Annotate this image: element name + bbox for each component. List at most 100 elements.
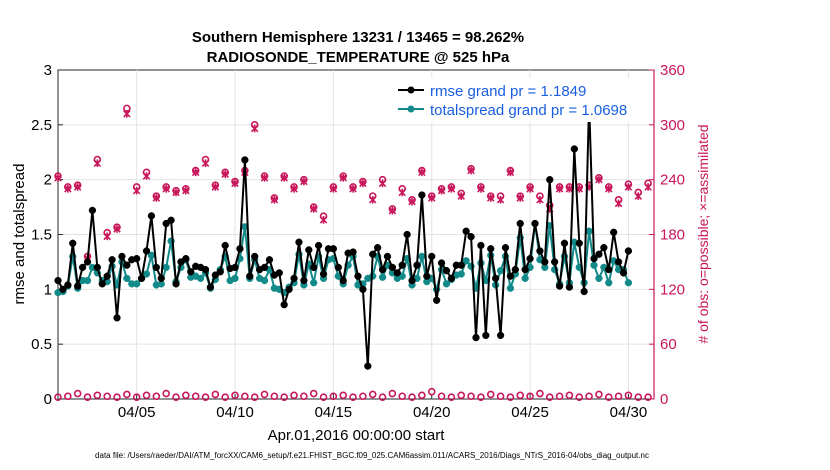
legend-rmse-marker <box>407 86 415 94</box>
totalspread-point <box>418 252 426 261</box>
obs-assimilated-marker <box>349 184 357 193</box>
rmse-point <box>305 246 313 254</box>
totalspread-point <box>83 276 92 285</box>
x-tick-label: 04/05 <box>118 404 156 421</box>
y-left-tick-label: 0 <box>44 391 52 408</box>
x-tick-label: 04/20 <box>413 404 451 421</box>
obs-assimilated-marker <box>103 232 111 241</box>
y-left-tick-label: 2 <box>44 172 52 189</box>
obs-assimilated-marker <box>260 173 269 182</box>
obs-possible-marker <box>54 393 62 401</box>
rmse-point <box>172 280 180 288</box>
obs-assimilated-marker <box>191 168 200 177</box>
totalspread-point <box>595 274 603 283</box>
obs-possible-marker <box>545 393 554 401</box>
obs-assimilated-marker <box>182 186 190 195</box>
totalspread-point <box>378 273 387 281</box>
rmse-point <box>492 274 500 283</box>
obs-possible-marker <box>536 389 544 398</box>
rmse-point <box>501 244 510 252</box>
rmse-point <box>354 272 362 280</box>
rmse-point <box>83 258 92 266</box>
obs-possible-marker <box>604 393 613 401</box>
rmse-point <box>290 274 298 283</box>
rmse-point <box>619 269 628 277</box>
x-tick-label: 04/15 <box>315 404 353 421</box>
obs-possible-marker <box>162 389 170 398</box>
rmse-point <box>462 227 470 235</box>
rmse-point <box>575 239 583 247</box>
obs-assimilated-marker <box>221 170 229 179</box>
rmse-point <box>74 282 82 290</box>
obs-possible-marker <box>241 392 249 401</box>
obs-possible-marker <box>83 393 92 401</box>
obs-possible-marker <box>378 393 387 401</box>
footnote: data file: /Users/raeder/DAI/ATM_forcXX/… <box>95 451 649 460</box>
obs-assimilated-marker <box>398 188 406 197</box>
obs-possible-marker <box>624 391 633 400</box>
rmse-point <box>359 285 367 293</box>
rmse-point <box>221 241 229 250</box>
obs-assimilated-marker <box>123 110 131 118</box>
obs-assimilated-marker <box>644 183 652 191</box>
rmse-point <box>236 245 244 253</box>
rmse-point <box>605 265 613 274</box>
rmse-point <box>516 219 524 228</box>
obs-possible-marker <box>388 389 397 398</box>
rmse-point <box>442 267 451 275</box>
x-axis-label: Apr.01,2016 00:00:00 start <box>268 427 446 444</box>
rmse-point <box>398 261 406 269</box>
totalspread-point <box>624 279 633 287</box>
obs-possible-marker <box>595 390 603 399</box>
obs-possible-marker <box>93 391 102 400</box>
obs-possible-marker <box>526 392 534 401</box>
obs-assimilated-marker <box>201 159 210 168</box>
rmse-point <box>142 247 151 255</box>
obs-layer <box>54 104 652 401</box>
obs-possible-marker <box>575 393 584 401</box>
obs-possible-marker <box>477 393 485 401</box>
obs-possible-marker <box>368 390 377 399</box>
obs-possible-marker <box>250 393 259 401</box>
rmse-point <box>418 191 426 199</box>
y-left-tick-label: 1 <box>44 281 52 298</box>
obs-assimilated-marker <box>516 194 525 202</box>
rmse-point <box>265 256 274 264</box>
obs-possible-marker <box>516 391 525 400</box>
legend-rmse-label: rmse grand pr = 1.1849 <box>430 83 586 100</box>
y-left-tick-label: 3 <box>44 62 52 79</box>
rmse-point <box>467 233 475 241</box>
rmse-point <box>388 263 397 272</box>
rmse-point <box>378 265 387 274</box>
obs-assimilated-marker <box>300 177 308 186</box>
rmse-point <box>472 333 480 342</box>
rmse-point <box>555 282 564 290</box>
obs-possible-marker <box>123 390 131 399</box>
rmse-point <box>133 254 141 263</box>
chart-title-line1: Southern Hemisphere 13231 / 13465 = 98.2… <box>192 29 524 46</box>
rmse-point <box>560 239 569 247</box>
x-tick-label: 04/25 <box>511 404 549 421</box>
obs-possible-marker <box>64 392 72 401</box>
obs-possible-marker <box>103 392 111 401</box>
obs-possible-marker <box>309 389 318 398</box>
obs-possible-marker <box>437 392 446 401</box>
obs-possible-marker <box>132 393 141 401</box>
rmse-point <box>187 268 195 276</box>
obs-possible-marker <box>300 392 308 401</box>
obs-assimilated-marker <box>152 194 161 202</box>
obs-assimilated-marker <box>536 195 544 204</box>
obs-assimilated-marker <box>408 197 416 206</box>
totalspread-point <box>310 279 318 287</box>
x-tick-label: 04/30 <box>610 404 648 421</box>
obs-assimilated-marker <box>506 168 515 177</box>
rmse-point <box>108 256 116 264</box>
obs-possible-marker <box>555 392 564 401</box>
rmse-point <box>541 258 549 266</box>
obs-assimilated-marker <box>73 183 82 191</box>
rmse-point <box>59 285 67 293</box>
legend-spread-marker <box>407 105 415 113</box>
obs-possible-marker <box>496 392 505 401</box>
obs-possible-marker <box>191 392 200 401</box>
obs-possible-marker <box>398 392 407 401</box>
